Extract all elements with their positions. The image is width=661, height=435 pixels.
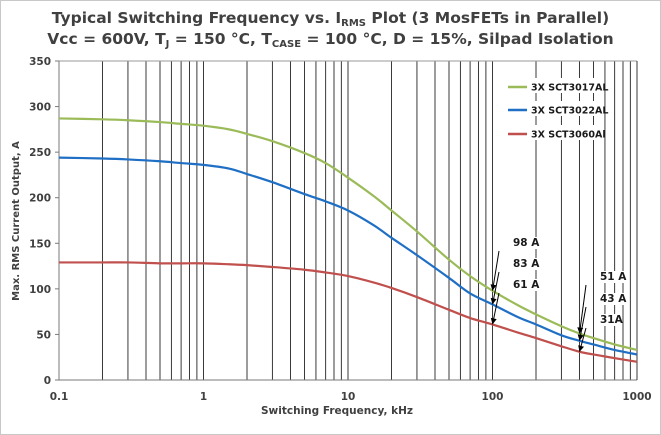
x-tick-label: 10 [341,391,356,403]
series-line-3 [59,261,638,363]
annotation-label-background [598,271,629,283]
gridlines [101,61,631,380]
annotation-label-background [511,279,542,291]
annotation-leader [492,250,500,291]
title-line-1-subscript: RMS [341,18,367,29]
x-tick-label: 1000 [622,391,651,403]
y-tick-label: 0 [44,375,51,387]
legend-label-1: 3X SCT3017AL [531,83,608,94]
annotation-label: 51 A [600,271,627,283]
legend-entry-background [504,125,602,140]
annotation-leader [579,284,587,334]
title-line-1-text-end: Plot (3 MosFETs in Parallel) [366,9,610,27]
legend-label-3: 3X SCT3060Al [531,130,606,141]
y-tick-label: 200 [29,193,51,205]
title-line-2-subscript-1: J [165,39,170,50]
series-line-2 [58,156,638,356]
annotation-arrowhead [490,317,497,325]
annotation-arrowhead [490,284,497,291]
y-tick-label: 150 [29,238,51,250]
axes: 0 50 100 150 200 250 300 350 0.1 1 10 100 1000 [29,56,652,403]
legend-entry-background [504,101,602,116]
annotation-arrowhead [578,345,584,352]
legend-entry-background [504,78,602,93]
y-tick-label: 250 [29,147,51,159]
annotation-label-background [598,293,629,305]
series-line-1 [58,117,638,351]
x-axis-label: Switching Frequency, kHz [261,405,413,417]
title-line-2-part-3: = 100 °C, D = 15%, Silpad Isolation [301,30,614,48]
legend-label-2: 3X SCT3022AL [531,106,608,117]
legend: 3X SCT3017AL 3X SCT3022AL 3X SCT3060Al [504,78,608,141]
annotation-label: 61 A [513,279,540,291]
title-line-1-text: Typical Switching Frequency vs. I [51,9,342,27]
y-tick-label: 350 [29,56,51,68]
y-tick-label: 100 [29,284,51,296]
annotations: 98 A 83 A 61 A 51 A 43 A 31A [490,237,629,352]
title-line-2-part-1: Vcc = 600V, T [47,30,166,48]
x-tick-label: 100 [482,391,504,403]
annotation-arrowhead [490,297,497,305]
series-lines [58,117,638,363]
annotation-label-background [511,258,542,270]
chart-title-line-1: Typical Switching Frequency vs. IRMS Plo… [0,9,661,33]
annotation-label: 31A [600,314,624,326]
chart-title-line-2: Vcc = 600V, TJ = 150 °C, TCASE = 100 °C,… [0,30,661,54]
annotation-label-background [511,237,542,249]
title-line-2-subscript-2: CASE [271,39,302,50]
x-tick-label: 0.1 [50,391,69,403]
axis-labels: Switching Frequency, kHz Max. RMS Curren… [11,141,413,417]
x-tick-label: 1 [200,391,207,403]
annotation-label: 43 A [600,293,627,305]
annotation-label-background [598,314,622,326]
annotation-arrowhead [577,334,584,341]
y-tick-label: 50 [36,329,51,341]
annotation-label: 98 A [513,237,540,249]
title-line-2-part-2: = 150 °C, T [169,30,272,48]
annotation-label: 83 A [513,258,540,270]
y-tick-label: 300 [29,102,51,114]
y-axis-label: Max. RMS Current Output, A [11,141,22,301]
